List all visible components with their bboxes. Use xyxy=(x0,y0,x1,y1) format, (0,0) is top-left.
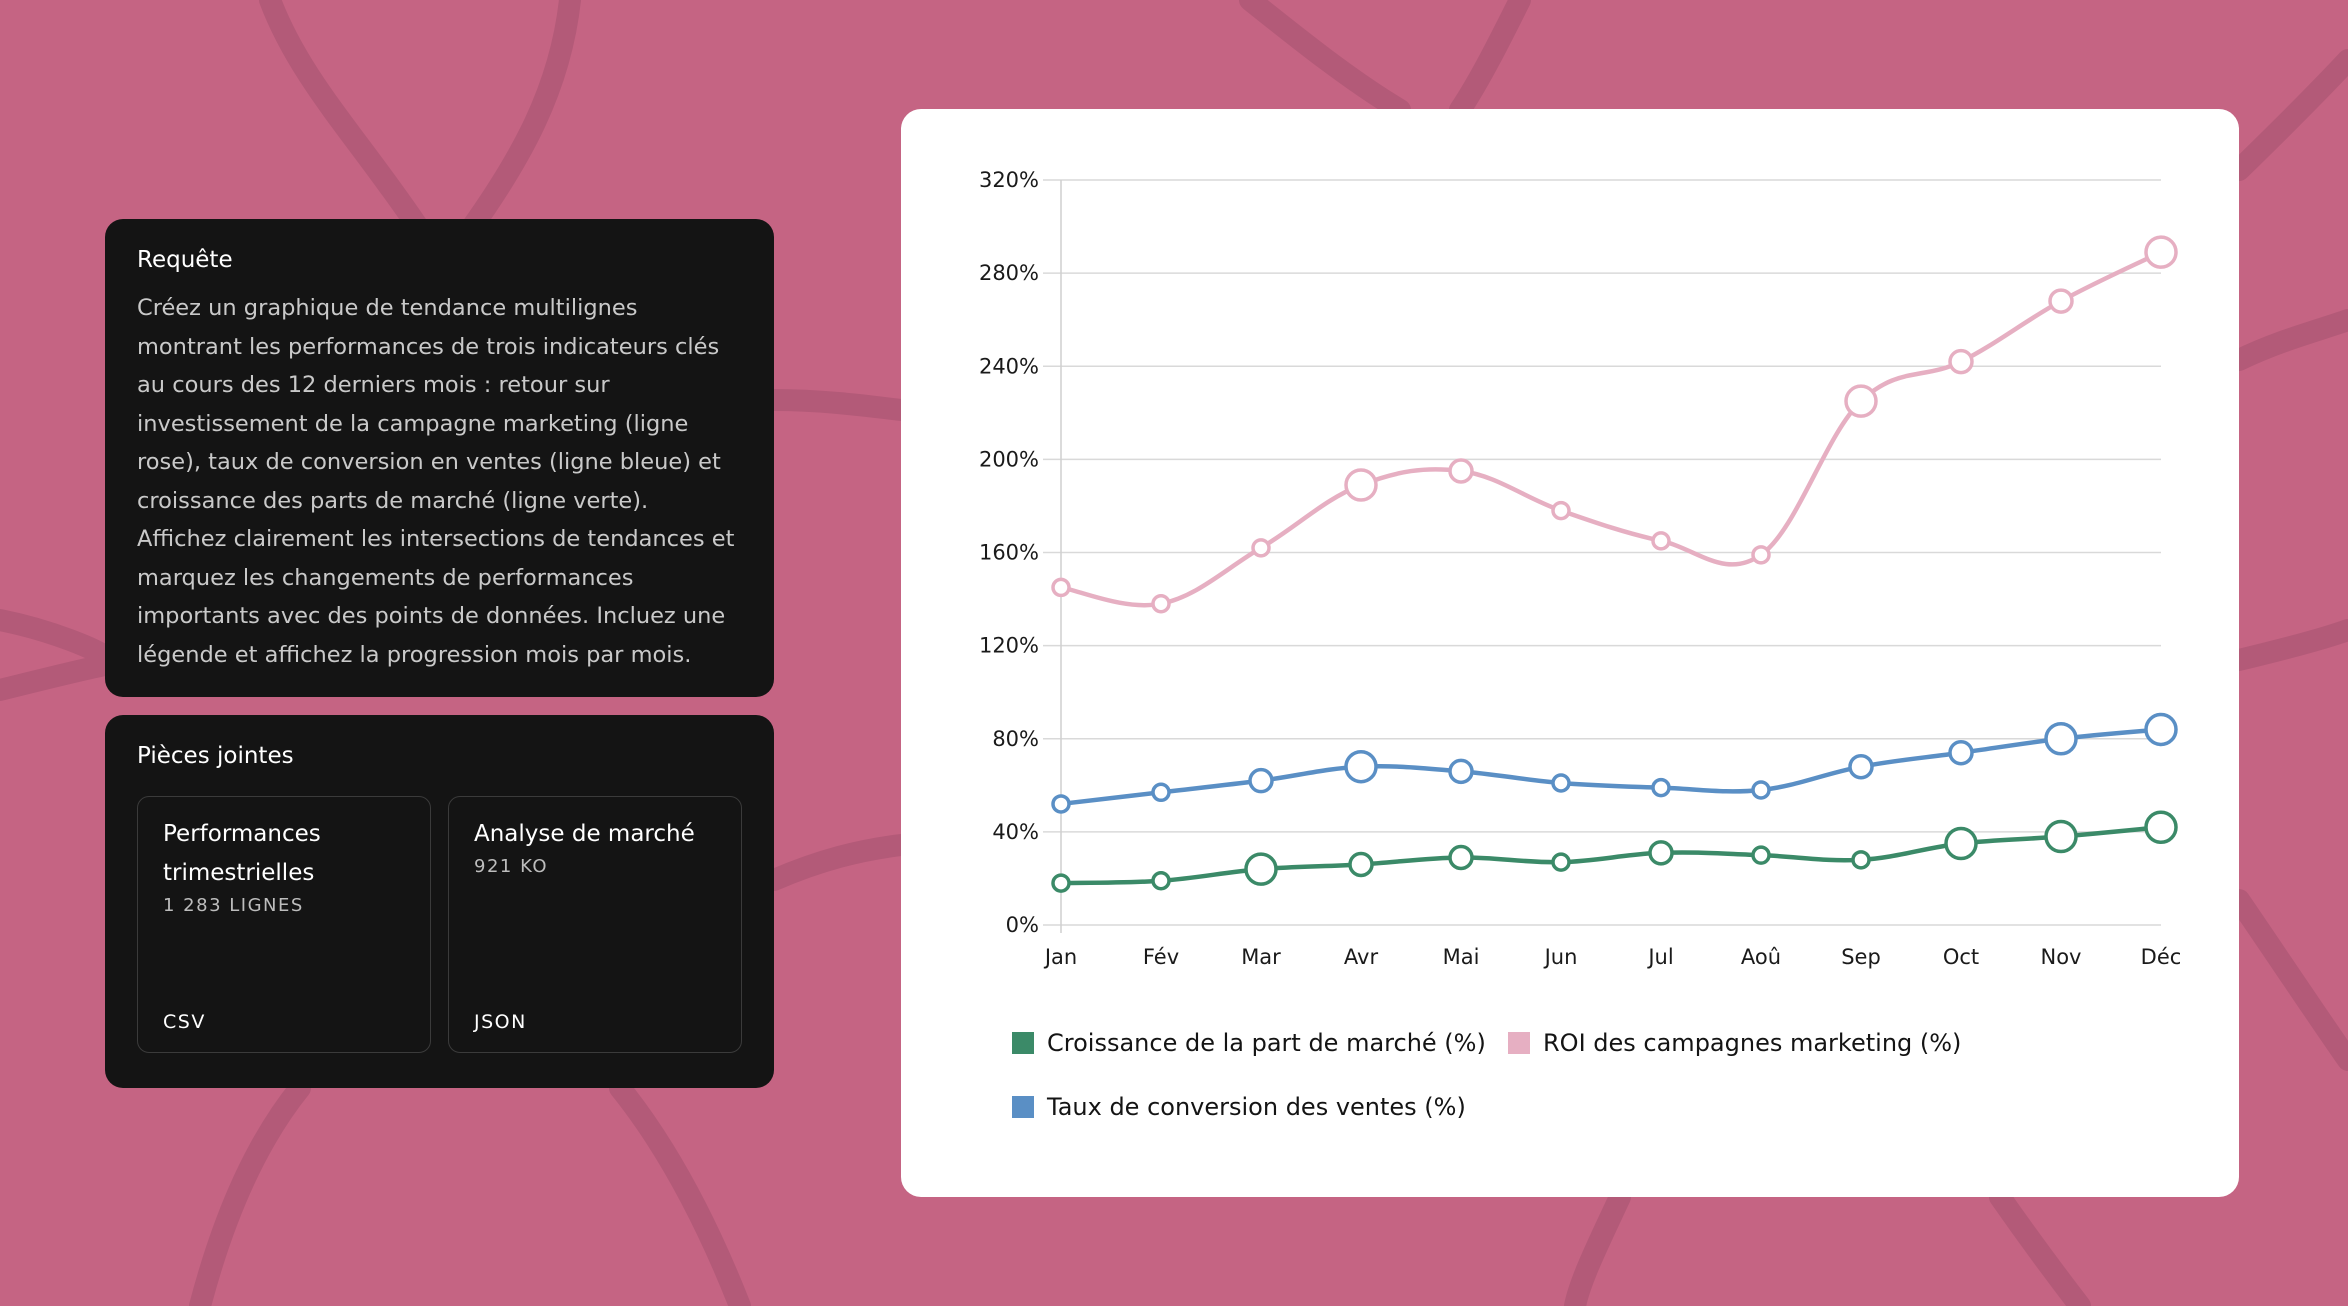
attachment-tile[interactable]: Performances trimestrielles 1 283 LIGNES… xyxy=(137,796,431,1053)
attachment-tile[interactable]: Analyse de marché 921 KO JSON xyxy=(448,796,742,1053)
legend-swatch xyxy=(1508,1032,1530,1054)
y-tick-label: 280% xyxy=(979,261,1039,285)
data-point xyxy=(1851,850,1871,870)
x-tick-label: Nov xyxy=(2041,945,2082,969)
data-point xyxy=(2144,810,2178,844)
y-tick-label: 320% xyxy=(979,168,1039,192)
y-tick-label: 200% xyxy=(979,447,1039,471)
data-point xyxy=(1448,758,1474,785)
y-tick-label: 160% xyxy=(979,541,1039,565)
x-tick-label: Jun xyxy=(1543,945,1578,969)
data-point xyxy=(1244,852,1278,886)
data-point xyxy=(1448,458,1474,484)
series-line xyxy=(1060,727,2162,807)
legend-swatch xyxy=(1012,1096,1034,1118)
data-point xyxy=(1248,767,1274,794)
x-tick-label: Jul xyxy=(1646,945,1673,969)
data-point xyxy=(1344,468,1378,502)
legend-swatch xyxy=(1012,1032,1034,1054)
data-point xyxy=(1551,852,1571,872)
data-point xyxy=(1151,593,1171,614)
data-point xyxy=(2144,235,2178,269)
legend-label: ROI des campagnes marketing (%) xyxy=(1543,1029,1961,1057)
x-tick-label: Jan xyxy=(1043,945,1077,969)
attachment-name: Performances trimestrielles xyxy=(163,821,321,886)
data-point xyxy=(1848,753,1874,780)
x-tick-label: Fév xyxy=(1143,945,1179,969)
data-point xyxy=(1551,500,1571,521)
x-tick-label: Sep xyxy=(1841,945,1881,969)
data-point xyxy=(2044,722,2078,756)
attachment-meta: 1 283 LIGNES xyxy=(163,895,304,916)
line-chart: 0% 40% 80% 120% 160% 200% 240% 280% 320% Jan Fév Ma… xyxy=(979,168,2182,1121)
y-tick-label: 40% xyxy=(992,820,1039,844)
attachment-type: CSV xyxy=(163,1011,206,1033)
attachment-name: Analyse de marché xyxy=(474,821,695,847)
x-tick-label: Mai xyxy=(1443,945,1480,969)
data-point xyxy=(2044,819,2078,854)
data-point xyxy=(1651,777,1671,798)
x-tick-label: Avr xyxy=(1344,945,1379,969)
attachment-type: JSON xyxy=(474,1011,527,1033)
data-point xyxy=(1151,871,1171,891)
x-tick-label: Oct xyxy=(1943,945,1979,969)
data-point xyxy=(1948,739,1974,766)
y-tick-label: 120% xyxy=(979,634,1039,658)
y-tick-label: 80% xyxy=(992,727,1039,751)
data-point xyxy=(1348,851,1374,878)
query-text: Créez un graphique de tendance multilign… xyxy=(137,295,735,668)
y-tick-label: 240% xyxy=(979,354,1039,378)
data-point xyxy=(1251,538,1271,558)
query-card: Requête Créez un graphique de tendance m… xyxy=(105,219,774,697)
query-title: Requête xyxy=(137,247,233,273)
attachments-title: Pièces jointes xyxy=(137,743,294,769)
x-tick-label: Aoû xyxy=(1741,945,1781,969)
x-tick-label: Déc xyxy=(2141,945,2182,969)
data-point xyxy=(1051,577,1071,598)
data-point xyxy=(1944,826,1978,861)
data-point xyxy=(1448,844,1474,871)
data-point xyxy=(1844,384,1878,418)
data-point xyxy=(1651,531,1671,551)
data-point xyxy=(1751,545,1771,565)
data-point xyxy=(1051,873,1071,893)
data-point xyxy=(1751,780,1771,800)
legend-label: Croissance de la part de marché (%) xyxy=(1047,1029,1486,1057)
x-tick-label: Mar xyxy=(1241,945,1281,969)
data-point xyxy=(1948,348,1974,375)
data-point xyxy=(2144,712,2178,747)
data-point xyxy=(1551,773,1571,793)
data-point xyxy=(2048,288,2074,314)
attachment-meta: 921 KO xyxy=(474,856,549,877)
chart-card: 0% 40% 80% 120% 160% 200% 240% 280% 320% Jan Fév Ma… xyxy=(901,109,2239,1197)
legend-label: Taux de conversion des ventes (%) xyxy=(1046,1093,1466,1121)
data-point xyxy=(1151,782,1171,803)
data-point xyxy=(1051,794,1071,814)
data-point xyxy=(1648,840,1674,866)
data-point xyxy=(1751,845,1771,865)
series-line xyxy=(1060,824,2162,886)
data-point xyxy=(1344,749,1378,784)
attachments-card: Pièces jointes Performances trimestriell… xyxy=(105,715,774,1088)
y-tick-label: 0% xyxy=(1006,913,1039,937)
